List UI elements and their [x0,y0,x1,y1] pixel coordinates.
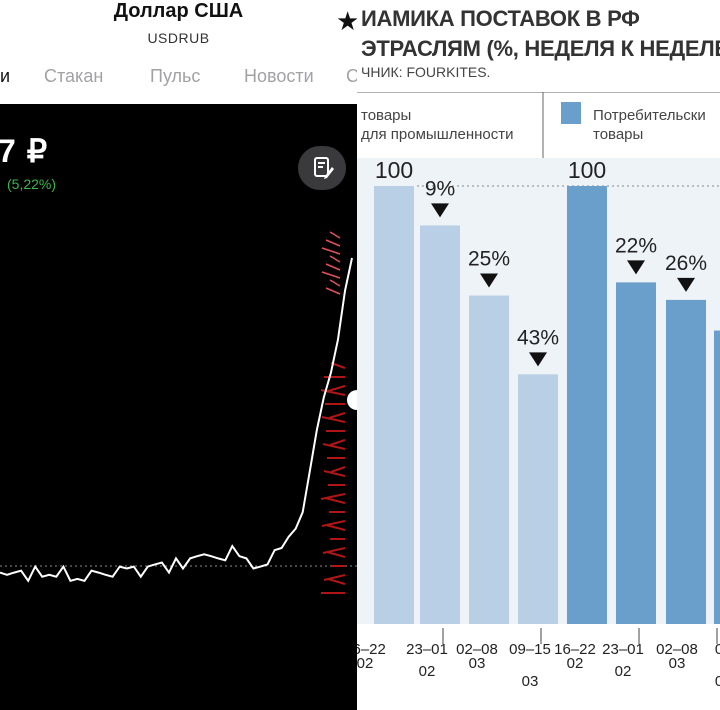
x-tick-label: 09–15 [509,641,551,658]
bar-value-label: 100 [568,157,606,183]
bar [518,374,558,624]
spike-mark [329,279,341,287]
bar [666,299,706,624]
tab-chart[interactable]: и [0,66,10,86]
bar-value-label: 25% [468,248,510,271]
x-tick-label: 02 [615,663,632,680]
spike-mark [325,524,346,531]
x-tick-label: 0 [715,641,720,658]
x-tick-label: 16–22 [554,641,596,658]
legend-swatch [561,102,581,124]
spike-mark [330,466,346,473]
legend-label: Потребительски [593,107,706,124]
note-button[interactable] [298,146,346,190]
chart-source: ЧНИК: FOURKITES. [361,64,491,80]
bar [420,225,460,625]
x-tick-label: 02–08 [456,641,498,658]
legend-label: товары [361,107,411,124]
volatility-spikes [320,231,346,594]
supply-chart-panel: ИАМИКА ПОСТАВОК В РФ ЭТРАСЛЯМ (%, НЕДЕЛЯ… [357,0,720,710]
spike-mark [322,443,346,450]
decline-arrow [480,273,498,288]
spike-mark [326,551,346,558]
ticker-symbol: USDRUB [147,30,210,46]
decline-arrow [431,203,449,218]
note-edit-icon [314,157,334,179]
spike-mark [329,255,341,263]
spike-mark [321,271,341,279]
spike-mark [329,231,341,239]
tab-more[interactable]: С [346,66,357,86]
spike-mark [329,439,346,446]
legend-label: товары [593,126,643,143]
chart-title-line2: ЭТРАСЛЯМ (%, НЕДЕЛЯ К НЕДЕЛЕ [361,36,720,61]
bar-chart: товары для промышленности Потребительски то… [357,92,720,710]
price-change: (5,22%) [7,176,57,192]
bar [567,186,607,624]
spike-mark [321,416,346,423]
legend-background [357,92,720,158]
bar [714,330,720,624]
spike-mark [328,412,346,419]
decline-arrow [677,277,695,292]
spike-mark [321,247,341,255]
ticker-name: Доллар США [113,0,244,22]
bar-value-label: 26% [665,252,707,275]
ticker-header: Доллар США USDRUB ★ и Стакан Пульс Новос… [0,0,357,104]
spike-mark [323,574,346,581]
x-tick-label: 03 [522,673,539,690]
spike-mark [325,263,341,271]
bar [469,295,509,624]
star-icon[interactable]: ★ [336,6,357,36]
decline-arrow [529,352,547,367]
bar [374,186,414,624]
x-tick-label: 03 [469,655,486,672]
x-tick-label: 16–22 [357,641,386,658]
tab-pulse[interactable]: Пульс [150,66,201,86]
x-tick-label: 02–08 [656,641,698,658]
tab-news[interactable]: Новости [244,66,314,86]
x-tick-label: 02 [357,655,373,672]
bar-value-label: 9% [425,177,455,200]
bar [616,282,656,624]
chart-header: ИАМИКА ПОСТАВОК В РФ ЭТРАСЛЯМ (%, НЕДЕЛЯ… [357,0,720,92]
cursor-dot [347,390,357,410]
bar-value-label: 22% [615,234,657,257]
legend-label: для промышленности [361,126,513,143]
x-tick-label: 23–01 [406,641,448,658]
x-tick-label: 02 [419,663,436,680]
x-tick-label: 23–01 [602,641,644,658]
spike-mark [325,239,341,247]
bar-value-label: 100 [375,157,413,183]
spike-mark [324,497,346,504]
tab-order-book[interactable]: Стакан [44,66,104,86]
axis-background [357,624,720,710]
price-line [0,257,353,583]
decline-arrow [627,260,645,275]
current-price: 7 ₽ [0,133,49,169]
spike-mark [320,493,346,500]
bar-value-label: 43% [517,326,559,349]
spike-mark [322,547,346,554]
price-line-chart[interactable] [0,218,357,710]
x-tick-label: 03 [669,655,686,672]
spike-mark [325,287,341,295]
x-tick-label: 02 [567,655,584,672]
ticker-panel: Доллар США USDRUB ★ и Стакан Пульс Новос… [0,0,357,710]
chart-title-line1: ИАМИКА ПОСТАВОК В РФ [361,6,640,31]
spike-mark [321,520,346,527]
spike-mark [327,578,346,585]
x-tick-label: 0 [715,673,720,690]
spike-mark [323,470,346,477]
spike-mark [327,385,346,392]
